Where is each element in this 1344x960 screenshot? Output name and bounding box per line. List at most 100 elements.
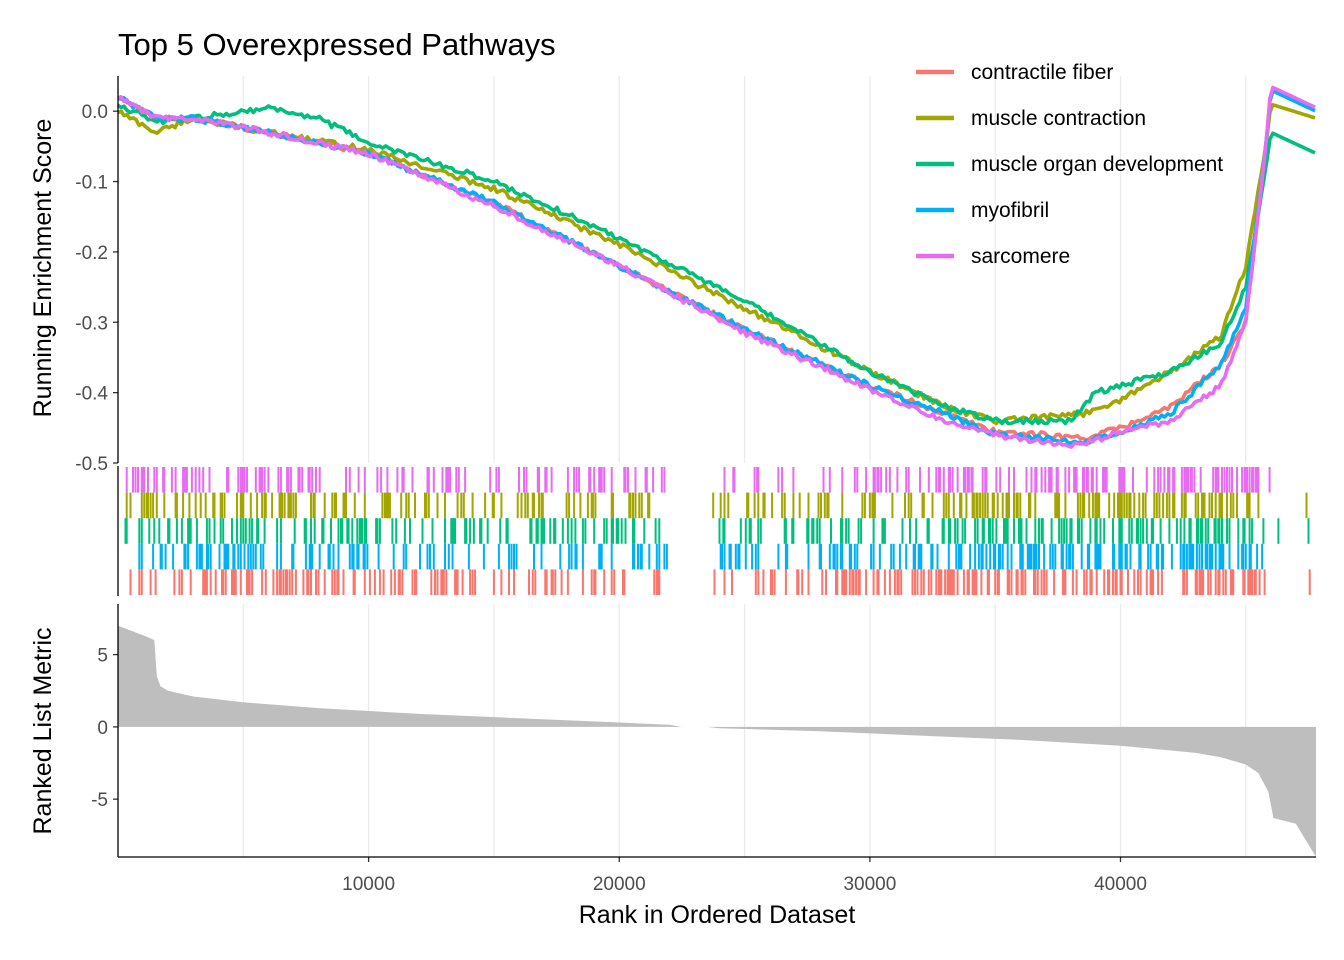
- hit-mark-myofibril: [1256, 543, 1259, 570]
- hit-mark-sarcomere: [1172, 467, 1175, 493]
- hit-mark-contractile-fiber: [855, 569, 858, 595]
- hit-mark-sarcomere: [624, 467, 627, 493]
- hit-mark-myofibril: [1118, 543, 1121, 570]
- hit-mark-contractile-fiber: [1249, 569, 1252, 595]
- hit-mark-sarcomere: [202, 467, 205, 493]
- hit-mark-muscle-organ-development: [1213, 518, 1216, 544]
- x-tick-label: 20000: [593, 874, 646, 895]
- hit-mark-myofibril: [1192, 543, 1195, 570]
- hit-mark-myofibril: [429, 543, 431, 570]
- hit-mark-muscle-contraction: [986, 492, 989, 519]
- enrichment-y-ticks: 0.0 -0.1 -0.2 -0.3 -0.4 -0.5: [75, 102, 118, 475]
- hit-mark-myofibril: [786, 543, 789, 570]
- hit-mark-contractile-fiber: [1242, 569, 1245, 595]
- hit-mark-muscle-organ-development: [304, 518, 307, 544]
- hit-mark-muscle-contraction: [1008, 492, 1010, 519]
- hit-mark-sarcomere: [538, 467, 540, 493]
- hit-mark-contractile-fiber: [205, 569, 208, 595]
- hit-mark-contractile-fiber: [952, 569, 955, 595]
- hit-mark-myofibril: [559, 543, 562, 570]
- hit-mark-myofibril: [1189, 543, 1192, 570]
- hit-mark-muscle-organ-development: [581, 518, 584, 544]
- hit-mark-muscle-organ-development: [454, 518, 457, 544]
- hit-mark-sarcomere: [947, 467, 950, 493]
- hit-mark-muscle-organ-development: [148, 518, 151, 544]
- hit-mark-myofibril: [905, 543, 908, 570]
- hit-mark-myofibril: [351, 543, 354, 570]
- hit-mark-muscle-contraction: [984, 492, 987, 519]
- hit-mark-sarcomere: [593, 467, 596, 493]
- hit-mark-muscle-organ-development: [242, 518, 245, 544]
- hit-mark-muscle-organ-development: [1221, 518, 1223, 544]
- hit-mark-muscle-contraction: [147, 492, 149, 519]
- hit-mark-muscle-contraction: [199, 492, 202, 519]
- hit-mark-contractile-fiber: [352, 569, 355, 595]
- hit-mark-myofibril: [1113, 543, 1116, 570]
- hit-mark-sarcomere: [919, 467, 921, 493]
- hit-mark-contractile-fiber: [560, 569, 563, 595]
- hit-mark-myofibril: [721, 543, 723, 570]
- hit-mark-contractile-fiber: [129, 569, 132, 595]
- hit-mark-contractile-fiber: [825, 569, 827, 595]
- hit-mark-muscle-organ-development: [620, 518, 623, 544]
- hit-mark-contractile-fiber: [877, 569, 880, 595]
- hit-mark-sarcomere: [174, 467, 177, 493]
- hit-mark-muscle-contraction: [1208, 492, 1211, 519]
- hit-mark-myofibril: [1214, 543, 1217, 570]
- hit-mark-contractile-fiber: [1127, 569, 1129, 595]
- hit-mark-sarcomere: [1199, 467, 1202, 493]
- hit-mark-sarcomere: [259, 467, 262, 493]
- hit-mark-muscle-organ-development: [337, 518, 340, 544]
- hit-mark-muscle-organ-development: [124, 518, 127, 544]
- hit-mark-muscle-organ-development: [744, 518, 747, 544]
- hit-mark-muscle-contraction: [152, 492, 155, 519]
- hit-mark-muscle-contraction: [590, 492, 593, 519]
- hit-mark-muscle-organ-development: [847, 518, 850, 544]
- hit-mark-muscle-contraction: [1016, 492, 1019, 519]
- hit-mark-contractile-fiber: [1145, 569, 1148, 595]
- hit-mark-muscle-contraction: [871, 492, 874, 519]
- hit-mark-muscle-organ-development: [375, 518, 378, 544]
- hit-mark-sarcomere: [966, 467, 969, 493]
- hit-mark-muscle-organ-development: [293, 518, 296, 544]
- hit-mark-contractile-fiber: [461, 569, 464, 595]
- hit-mark-muscle-organ-development: [153, 518, 156, 544]
- hit-mark-muscle-organ-development: [749, 518, 752, 544]
- hit-mark-contractile-fiber: [622, 569, 624, 595]
- hit-mark-contractile-fiber: [441, 569, 444, 595]
- hit-mark-myofibril: [648, 543, 651, 570]
- hit-mark-myofibril: [467, 543, 470, 570]
- hit-mark-contractile-fiber: [1194, 569, 1197, 595]
- hit-mark-muscle-contraction: [568, 492, 571, 519]
- hit-mark-myofibril: [1155, 543, 1158, 570]
- hit-mark-muscle-contraction: [921, 492, 924, 519]
- hit-mark-muscle-contraction: [1248, 492, 1251, 519]
- hit-mark-myofibril: [870, 543, 873, 570]
- hit-mark-myofibril: [200, 543, 203, 570]
- hit-mark-muscle-contraction: [610, 492, 613, 519]
- hit-mark-myofibril: [977, 543, 980, 570]
- hit-mark-sarcomere: [1252, 467, 1255, 493]
- hit-mark-muscle-contraction: [579, 492, 582, 519]
- hit-mark-muscle-organ-development: [1248, 518, 1251, 544]
- hit-mark-muscle-contraction: [971, 492, 974, 519]
- hit-mark-muscle-organ-development: [358, 518, 361, 544]
- hit-mark-contractile-fiber: [430, 569, 433, 595]
- hit-mark-myofibril: [1242, 543, 1245, 570]
- hit-mark-sarcomere: [1118, 467, 1121, 493]
- x-tick-label: 30000: [843, 874, 896, 895]
- hit-mark-muscle-organ-development: [783, 518, 786, 544]
- x-tick-label: 40000: [1094, 874, 1147, 895]
- hit-mark-contractile-fiber: [893, 569, 896, 595]
- hit-mark-contractile-fiber: [841, 569, 844, 595]
- hit-mark-contractile-fiber: [397, 569, 400, 595]
- hit-mark-contractile-fiber: [411, 569, 414, 595]
- hit-mark-myofibril: [184, 543, 187, 570]
- hit-mark-contractile-fiber: [189, 569, 192, 595]
- hit-mark-muscle-contraction: [143, 492, 146, 519]
- hit-mark-contractile-fiber: [248, 569, 251, 595]
- hit-mark-muscle-organ-development: [530, 518, 533, 544]
- hit-mark-muscle-contraction: [827, 492, 830, 519]
- hit-mark-myofibril: [1094, 543, 1097, 570]
- hit-mark-contractile-fiber: [937, 569, 940, 595]
